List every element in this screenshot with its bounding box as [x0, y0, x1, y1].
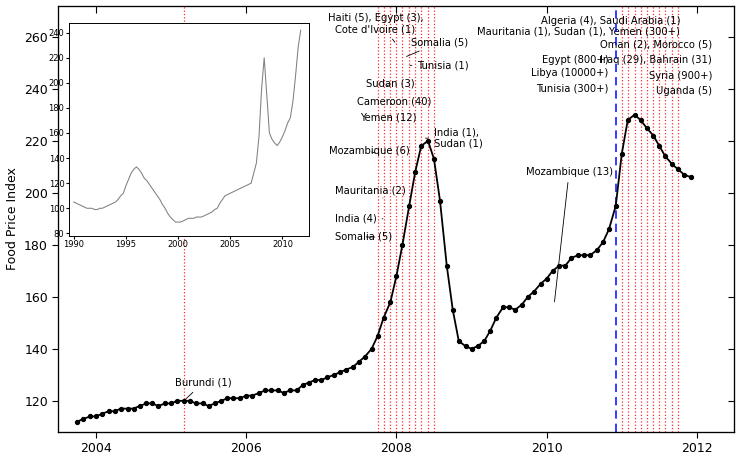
Text: Libya (10000+): Libya (10000+) [531, 68, 608, 78]
Text: Burundi (1): Burundi (1) [175, 378, 232, 399]
Text: Tunisia (300+): Tunisia (300+) [536, 84, 608, 94]
Text: Sudan (3): Sudan (3) [366, 78, 415, 89]
Text: Uganda (5): Uganda (5) [656, 86, 712, 96]
Text: Somalia (5): Somalia (5) [334, 232, 392, 242]
Text: Tunisia (1): Tunisia (1) [410, 60, 469, 71]
Text: Mauritania (2): Mauritania (2) [334, 185, 406, 198]
Text: Oman (2), Morocco (5): Oman (2), Morocco (5) [600, 40, 712, 50]
Text: India (4): India (4) [334, 214, 383, 224]
Text: Egypt (800+): Egypt (800+) [542, 55, 608, 65]
Text: Syria (900+): Syria (900+) [648, 71, 712, 81]
Text: Yemen (12): Yemen (12) [360, 112, 417, 122]
Text: Iraq (29), Bahrain (31): Iraq (29), Bahrain (31) [600, 55, 712, 65]
Text: Haiti (5), Egypt (3),
Cote d'Ivoire (1): Haiti (5), Egypt (3), Cote d'Ivoire (1) [328, 12, 423, 42]
Text: Mauritania (1), Sudan (1), Yemen (300+): Mauritania (1), Sudan (1), Yemen (300+) [477, 27, 680, 36]
Text: India (1),
Sudan (1): India (1), Sudan (1) [425, 127, 482, 149]
Text: Somalia (5): Somalia (5) [406, 37, 468, 56]
Text: Algeria (4), Saudi Arabia (1): Algeria (4), Saudi Arabia (1) [541, 16, 680, 26]
Text: Cameroon (40): Cameroon (40) [357, 97, 431, 107]
Y-axis label: Food Price Index: Food Price Index [6, 167, 18, 270]
Text: Mozambique (6): Mozambique (6) [329, 146, 409, 156]
Text: Mozambique (13): Mozambique (13) [525, 167, 613, 302]
